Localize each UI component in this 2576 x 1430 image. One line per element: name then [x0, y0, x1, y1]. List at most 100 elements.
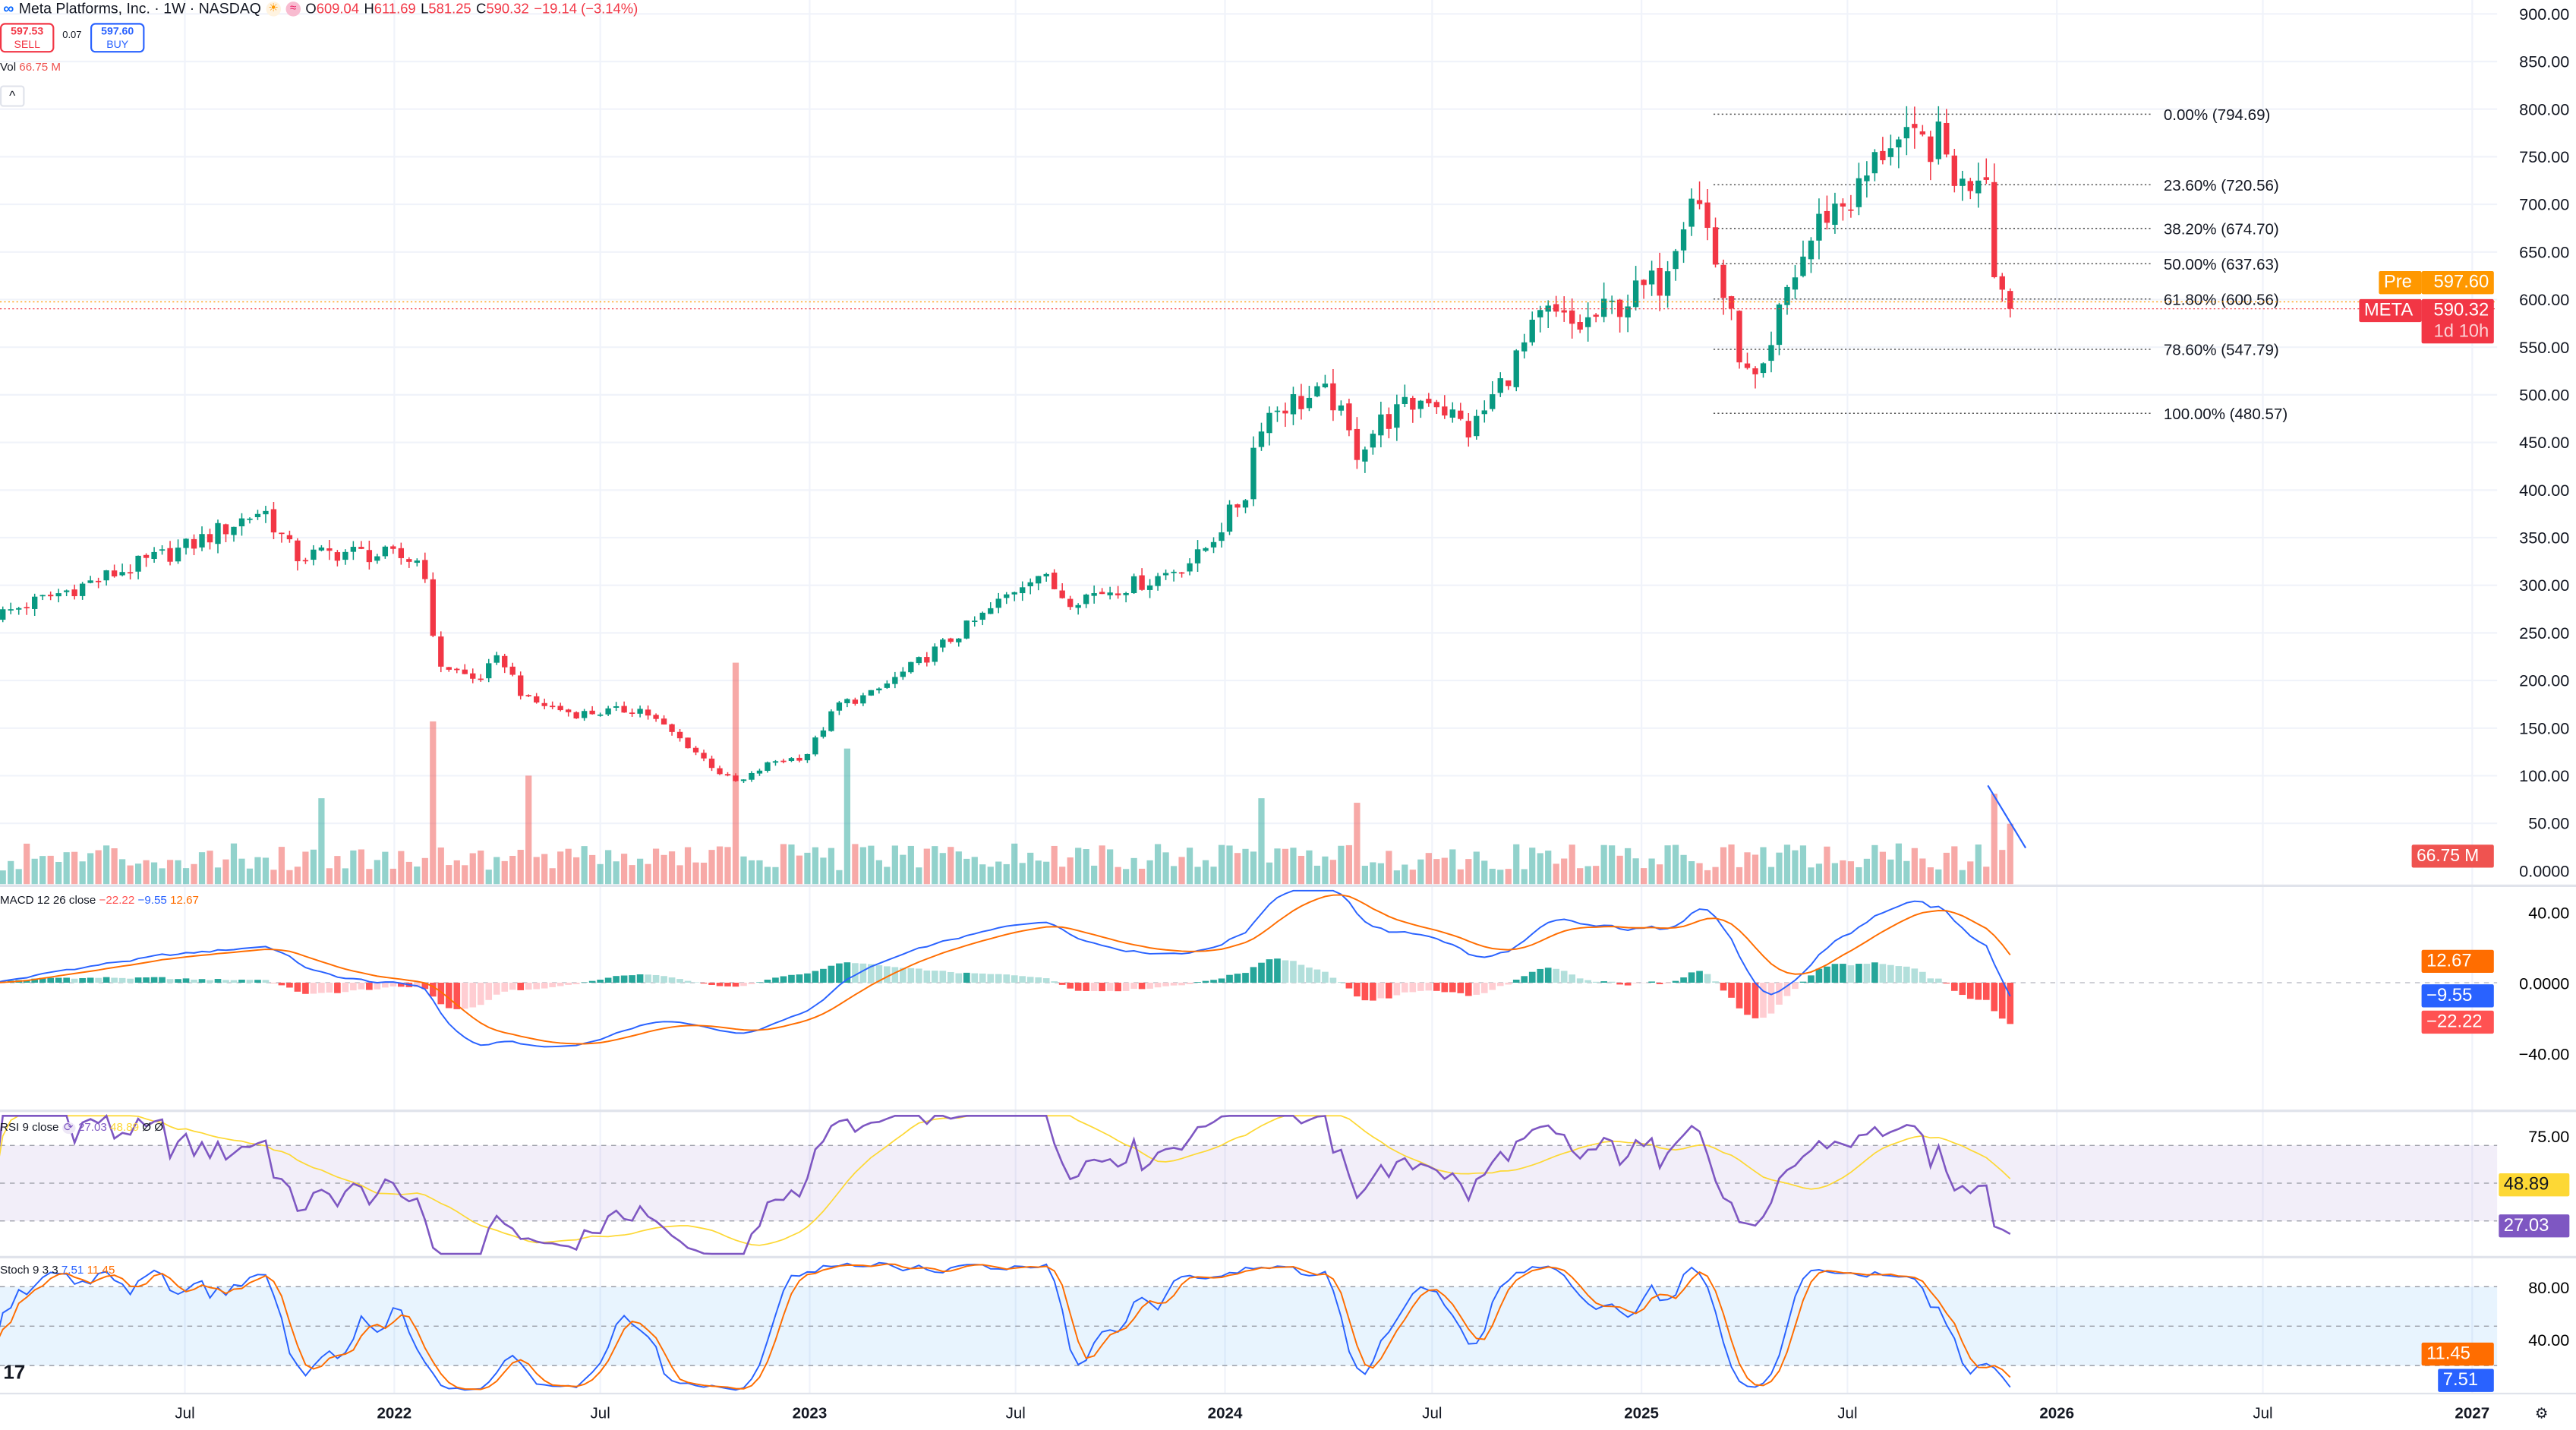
- volume-bar: [278, 847, 285, 885]
- candle-body: [1123, 592, 1129, 595]
- macd-histogram-bar: [1058, 983, 1066, 985]
- volume-bar: [1075, 848, 1082, 885]
- candle-body: [1561, 310, 1567, 313]
- macd-histogram-bar: [1234, 974, 1241, 983]
- macd-histogram-bar: [588, 980, 596, 983]
- volume-bar: [1083, 849, 1089, 885]
- candle-body: [1250, 447, 1256, 500]
- candle-body: [1887, 148, 1894, 157]
- volume-bar: [2007, 823, 2013, 885]
- volume-bar: [1887, 859, 1894, 885]
- volume-bar: [1338, 845, 1345, 885]
- volume-bar: [1027, 852, 1034, 885]
- macd-histogram-bar: [1162, 983, 1169, 986]
- candle-body: [1290, 394, 1297, 415]
- collapse-legend-button[interactable]: ^: [0, 85, 25, 107]
- pre-market-sun-icon[interactable]: ☀: [266, 1, 281, 16]
- macd-histogram-bar: [1847, 965, 1855, 983]
- candle-body: [159, 549, 166, 551]
- stoch-legend[interactable]: Stoch 9 3 3 7.51 11.45: [0, 1265, 115, 1277]
- macd-histogram-bar: [900, 968, 906, 983]
- macd-histogram-bar: [1242, 973, 1249, 983]
- tradingview-logo-icon[interactable]: 17: [3, 1360, 26, 1384]
- volume-bar: [198, 852, 206, 885]
- candle-body: [167, 548, 173, 562]
- candle-body: [1600, 298, 1607, 317]
- volume-bar: [374, 860, 380, 885]
- volume-bar: [549, 868, 556, 885]
- sell-button[interactable]: 597.53 SELL: [0, 23, 55, 53]
- time-axis-label: 2023: [793, 1404, 828, 1422]
- low-label: L: [421, 0, 429, 17]
- candle-body: [1386, 414, 1392, 429]
- macd-histogram-bar: [1648, 981, 1655, 983]
- volume-bar: [1162, 852, 1169, 885]
- macd-histogram-bar: [111, 977, 118, 983]
- macd-histogram-bar: [1982, 983, 1990, 1000]
- candle-body: [1616, 299, 1623, 317]
- volume-bar: [1664, 845, 1671, 885]
- volume-bar: [55, 861, 62, 885]
- volume-bar: [987, 867, 994, 885]
- candle-body: [876, 688, 882, 691]
- volume-bar: [557, 851, 564, 885]
- stoch-axis-label: 40.00: [2528, 1331, 2569, 1350]
- macd-histogram-bar: [1887, 964, 1894, 983]
- macd-histogram-bar: [1386, 983, 1392, 999]
- settings-icon[interactable]: ⚙: [2534, 1405, 2549, 1422]
- macd-histogram-bar: [207, 980, 213, 983]
- candle-body: [685, 737, 691, 749]
- candle-body: [1880, 150, 1886, 160]
- volume-bar: [222, 859, 229, 885]
- candle-body: [87, 580, 93, 583]
- volume-bar: [1059, 867, 1066, 885]
- volume-bar: [421, 857, 428, 885]
- candle-body: [1481, 410, 1487, 415]
- candle-body: [135, 555, 141, 572]
- macd-histogram-bar: [1042, 978, 1050, 983]
- volume-bar: [1457, 869, 1464, 885]
- macd-histogram-bar: [302, 983, 309, 994]
- candle-body: [645, 709, 651, 716]
- volume-bar: [1202, 860, 1209, 885]
- macd-axis-label: 0.0000: [2519, 974, 2569, 993]
- macd-histogram-bar: [812, 971, 819, 983]
- volume-bar: [326, 868, 333, 885]
- candle-body: [478, 678, 484, 680]
- candle-body: [884, 683, 891, 688]
- candle-body: [486, 663, 492, 679]
- candle-body: [1052, 573, 1058, 589]
- volume-bar: [884, 867, 891, 885]
- candle-body: [1648, 270, 1655, 285]
- candle-body: [541, 702, 547, 706]
- candle-body: [1410, 397, 1416, 410]
- symbol-title[interactable]: Meta Platforms, Inc. · 1W · NASDAQ: [18, 0, 261, 17]
- rsi-legend[interactable]: RSI 9 close ⟳ 27.03 48.89 Ø Ø: [0, 1121, 163, 1135]
- fib-retracement[interactable]: 0.00% (794.69) 23.60% (720.56) 38.20% (674…: [1713, 106, 2288, 423]
- volume-bar: [95, 850, 102, 885]
- candle-body: [502, 655, 508, 668]
- last-price-tag: 590.32 1d 10h: [2421, 298, 2494, 344]
- volume-bar: [916, 867, 922, 885]
- macd-legend[interactable]: MACD 12 26 close −22.22 −9.55 12.67: [0, 895, 199, 907]
- volume-bar: [1529, 848, 1536, 885]
- volume-bar: [1361, 866, 1368, 885]
- macd-histogram-bar: [310, 983, 317, 994]
- macd-histogram-bar: [732, 983, 739, 987]
- volume-bar: [963, 858, 970, 885]
- sync-icon[interactable]: ⟳: [61, 1122, 75, 1135]
- buy-button[interactable]: 597.60 BUY: [90, 23, 145, 53]
- volume-bar: [804, 852, 811, 885]
- volume-bar: [1911, 848, 1918, 885]
- volume-bar: [1313, 865, 1321, 885]
- volume-bar: [820, 857, 827, 885]
- macd-histogram-bar: [836, 963, 843, 983]
- volume-bar: [1370, 862, 1376, 885]
- data-delay-icon[interactable]: ≈: [285, 1, 301, 16]
- macd-signal-line: [0, 894, 2011, 1045]
- price-axis-label: 850.00: [2519, 52, 2569, 71]
- volume-bar: [1767, 867, 1775, 885]
- macd-histogram-bar: [652, 974, 660, 983]
- candle-body: [222, 524, 229, 535]
